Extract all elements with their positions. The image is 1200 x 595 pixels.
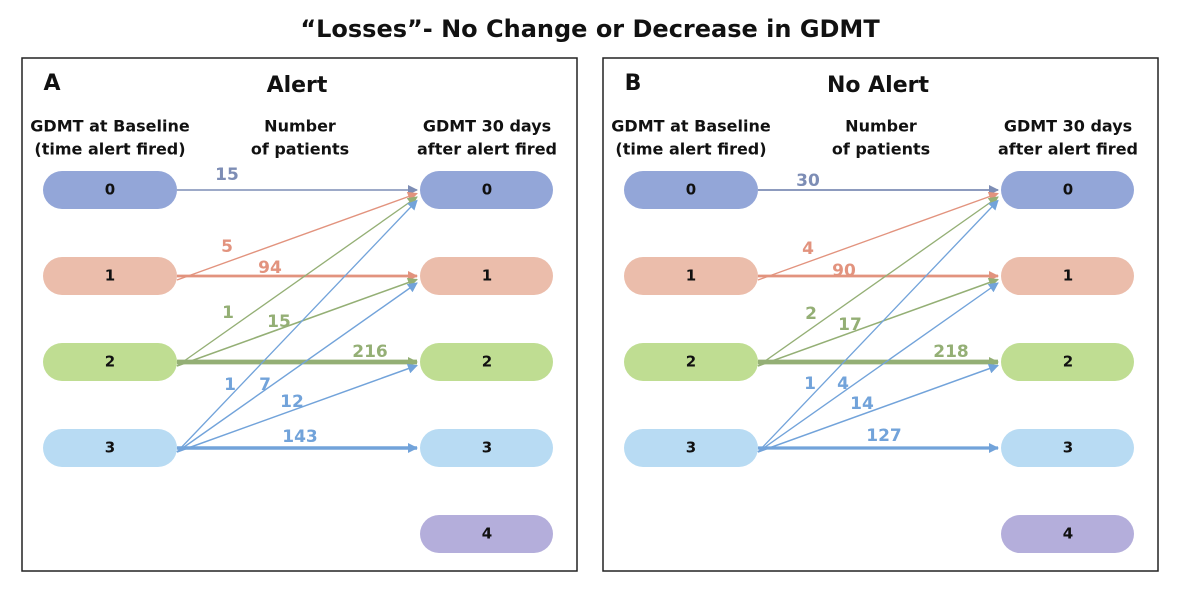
flow-arrow (757, 277, 999, 367)
flow-count: 90 (832, 261, 856, 281)
flow-count: 30 (796, 171, 820, 191)
column-header: after alert fired (417, 140, 557, 159)
column-header: GDMT 30 days (1004, 117, 1132, 136)
panel-letter: B (625, 71, 642, 96)
followup-node (420, 171, 553, 209)
baseline-node (43, 257, 177, 295)
node-label: 2 (686, 353, 696, 371)
column-header: GDMT 30 days (423, 117, 551, 136)
followup-node (420, 429, 553, 467)
flow-arrow (757, 196, 999, 367)
baseline-node (624, 343, 758, 381)
flow-count: 127 (866, 426, 902, 446)
flow-count: 15 (215, 165, 239, 185)
flow-count: 1 (804, 374, 816, 394)
column-header: GDMT at Baseline (30, 117, 190, 136)
flow-arrow (757, 199, 999, 453)
flow-arrow (176, 282, 418, 453)
baseline-node (43, 343, 177, 381)
node-label: 0 (482, 181, 492, 199)
column-header: Number (264, 117, 336, 136)
panel-letter: A (43, 71, 60, 96)
baseline-node (43, 171, 177, 209)
column-header: (time alert fired) (615, 140, 766, 159)
node-label: 1 (105, 267, 115, 285)
node-label: 0 (686, 181, 696, 199)
column-header: GDMT at Baseline (611, 117, 771, 136)
baseline-node (624, 171, 758, 209)
followup-node (1001, 429, 1134, 467)
node-label: 4 (482, 525, 492, 543)
flow-count: 15 (267, 312, 291, 332)
followup-node (1001, 515, 1134, 553)
flow-count: 143 (282, 427, 318, 447)
flow-arrow (176, 277, 418, 367)
followup-node (1001, 257, 1134, 295)
node-label: 2 (482, 353, 492, 371)
flow-arrow (757, 191, 999, 281)
flow-count: 12 (280, 392, 304, 412)
node-label: 0 (1063, 181, 1073, 199)
flow-count: 7 (259, 375, 271, 395)
panel-frame (21, 57, 578, 572)
panel-frame (602, 57, 1159, 572)
node-label: 3 (105, 439, 115, 457)
node-label: 4 (1063, 525, 1073, 543)
node-label: 3 (686, 439, 696, 457)
flow-count: 17 (838, 315, 862, 335)
followup-node (420, 343, 553, 381)
node-label: 2 (105, 353, 115, 371)
flow-count: 4 (802, 239, 814, 259)
column-header: of patients (251, 140, 349, 159)
column-header: after alert fired (998, 140, 1138, 159)
flow-arrow (757, 363, 999, 453)
node-label: 0 (105, 181, 115, 199)
followup-node (420, 515, 553, 553)
panel-title: No Alert (827, 73, 930, 98)
flow-count: 1 (224, 375, 236, 395)
baseline-node (43, 429, 177, 467)
flow-arrow (176, 363, 418, 453)
flow-count: 4 (837, 374, 849, 394)
flow-count: 1 (222, 303, 234, 323)
flow-arrow (176, 199, 418, 453)
flow-arrow (176, 196, 418, 367)
panel-title: Alert (267, 73, 328, 98)
flow-count: 2 (805, 304, 817, 324)
node-label: 1 (686, 267, 696, 285)
column-header: (time alert fired) (34, 140, 185, 159)
flow-count: 5 (221, 237, 233, 257)
flow-count: 14 (850, 394, 874, 414)
flow-arrow (176, 191, 418, 281)
node-label: 1 (1063, 267, 1073, 285)
flow-count: 216 (352, 342, 388, 362)
flow-count: 94 (258, 258, 282, 278)
baseline-node (624, 257, 758, 295)
node-label: 3 (1063, 439, 1073, 457)
followup-node (1001, 343, 1134, 381)
figure-title: “Losses”- No Change or Decrease in GDMT (300, 15, 880, 43)
node-label: 3 (482, 439, 492, 457)
flow-count: 218 (933, 342, 969, 362)
node-label: 2 (1063, 353, 1073, 371)
followup-node (1001, 171, 1134, 209)
column-header: Number (845, 117, 917, 136)
column-header: of patients (832, 140, 930, 159)
node-label: 1 (482, 267, 492, 285)
flow-arrow (757, 282, 999, 453)
followup-node (420, 257, 553, 295)
baseline-node (624, 429, 758, 467)
